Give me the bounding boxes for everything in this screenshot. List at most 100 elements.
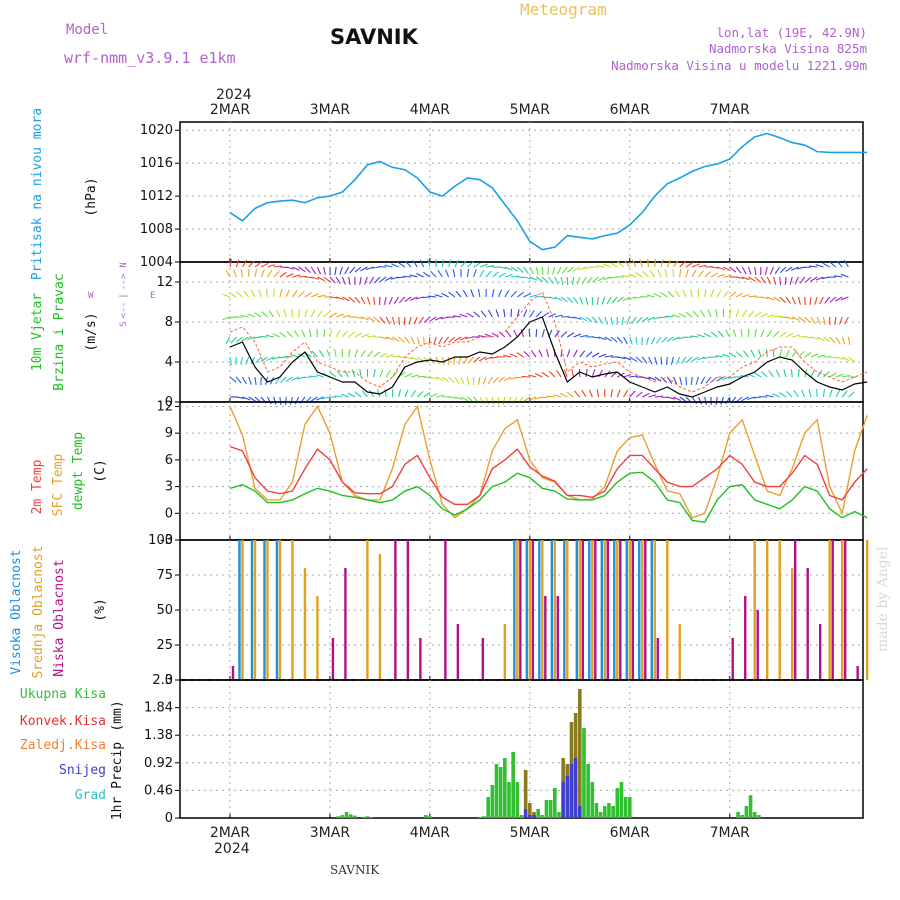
wind-arrow: [505, 330, 512, 338]
wind-arrow: [779, 276, 782, 286]
wind-arrow: [477, 289, 481, 298]
wind-gust-line: [229, 291, 868, 393]
wind-arrow: [775, 369, 781, 378]
wind-arrow: [666, 336, 674, 342]
wind-arrow: [329, 296, 338, 299]
wind-arrow: [236, 396, 245, 399]
wind-arrow: [573, 296, 579, 305]
wind-arrow: [458, 356, 462, 365]
total-precip-bar: [736, 812, 740, 818]
wind-arrow: [535, 310, 543, 318]
high-cloud-bar: [613, 540, 616, 680]
total-precip-bar: [482, 816, 486, 818]
wind-arrow: [729, 266, 737, 273]
low-cloud-bar: [756, 610, 759, 680]
wind-arrow: [418, 316, 425, 324]
wind-arrow: [566, 296, 574, 304]
wind-arrow: [540, 396, 549, 399]
wind-arrow: [453, 315, 462, 318]
wind-arrow: [585, 316, 593, 323]
wind-arrow: [293, 330, 300, 338]
low-cloud-bar: [531, 540, 535, 680]
mid-cloud-bar: [766, 540, 769, 680]
total-precip-bar: [528, 803, 532, 818]
wind-arrow: [810, 353, 819, 358]
wind-arrow: [279, 289, 283, 298]
wind-arrow: [579, 334, 588, 338]
wind-arrow: [448, 291, 456, 298]
wind-arrow: [769, 266, 774, 275]
total-precip-bar: [607, 803, 611, 818]
wind-arrow: [315, 374, 324, 378]
wind-arrow: [606, 296, 612, 305]
wind-arrow: [735, 292, 744, 298]
wind-arrow: [648, 394, 657, 398]
wind-arrow: [841, 356, 850, 362]
wind-arrow: [354, 332, 363, 338]
wind-arrow: [760, 276, 767, 284]
wind-arrow: [824, 296, 831, 304]
wind-arrow: [434, 316, 443, 321]
total-precip-bar: [553, 788, 557, 818]
wind-arrow: [354, 349, 359, 358]
wind-arrow: [459, 336, 468, 341]
wind-arrow: [554, 296, 563, 302]
wind-arrow: [700, 309, 706, 318]
wind-arrow: [242, 396, 251, 401]
y-tick-label: 100: [148, 533, 173, 548]
wind-arrow: [412, 260, 418, 268]
wind-arrow: [842, 374, 851, 378]
cloud-axis-title: Visoka Oblacnost: [9, 549, 24, 674]
wind-arrow: [585, 369, 588, 378]
mid-cloud-bar: [653, 540, 656, 680]
wind-arrow: [723, 290, 729, 298]
wind-arrow: [670, 356, 675, 365]
wind-arrow: [563, 369, 568, 378]
wind-arrow: [546, 395, 555, 398]
wind-arrow: [635, 391, 643, 398]
wind-arrow: [410, 356, 419, 361]
total-precip-bar: [598, 812, 603, 818]
wind-arrow: [635, 272, 643, 278]
wind-arrow: [729, 291, 737, 298]
wind-arrow: [603, 263, 612, 268]
wind-arrow: [772, 393, 780, 398]
wind-arrow-field: [222, 258, 857, 406]
wind-arrow: [610, 336, 618, 343]
wind-arrow: [649, 270, 656, 278]
wind-arrow: [379, 352, 388, 358]
mid-cloud-bar: [528, 540, 532, 680]
y-tick-label: 0: [165, 506, 173, 521]
footer-station: SAVNIK: [330, 863, 380, 877]
wind-arrow: [591, 369, 596, 378]
wind-arrow: [576, 276, 581, 285]
wind-arrow: [391, 370, 399, 378]
wind-arrow: [648, 376, 657, 381]
wind-arrow: [534, 373, 543, 378]
total-precip-bar: [582, 728, 586, 818]
wind-arrow: [316, 266, 322, 275]
wind-arrow: [528, 374, 537, 378]
wind-arrow: [484, 356, 493, 361]
low-cloud-bar: [731, 638, 734, 680]
wind-arrow: [261, 311, 268, 318]
wind-arrow: [735, 266, 742, 274]
wind-arrow: [791, 316, 800, 321]
wind-arrow: [404, 389, 409, 398]
wind-arrow: [304, 292, 312, 298]
wind-arrow: [279, 332, 287, 338]
wind-arrow: [562, 266, 568, 274]
wind-arrow: [241, 376, 247, 385]
wind-arrow: [631, 316, 637, 325]
wind-arrow: [334, 395, 343, 398]
wind-arrow: [498, 289, 503, 298]
low-cloud-bar: [481, 638, 485, 680]
wind-arrow: [317, 294, 326, 298]
low-cloud-bar: [856, 666, 859, 680]
wind-arrow: [829, 336, 836, 344]
wind-arrow: [560, 296, 568, 303]
wind-arrow: [513, 329, 518, 338]
wind-arrow: [383, 296, 387, 305]
wind-arrow: [604, 316, 609, 325]
wind-arrow: [783, 369, 787, 378]
